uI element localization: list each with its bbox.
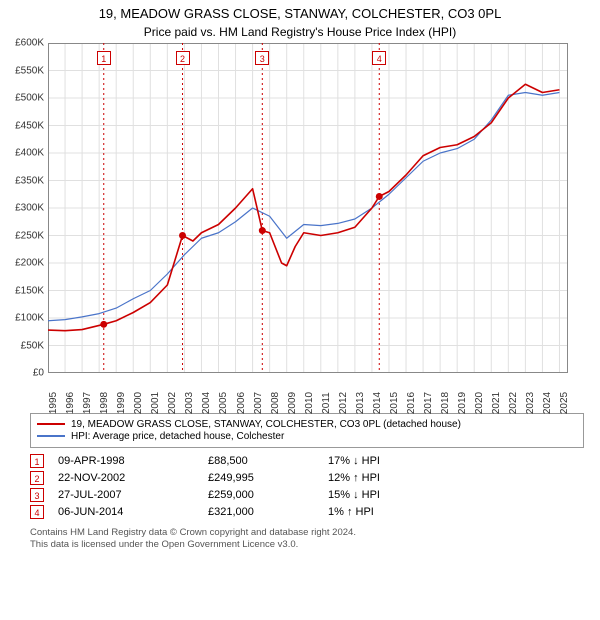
x-tick-label: 2017: [423, 392, 434, 414]
footer-line-2: This data is licensed under the Open Gov…: [30, 539, 584, 551]
chart-title-line1: 19, MEADOW GRASS CLOSE, STANWAY, COLCHES…: [0, 6, 600, 23]
y-tick-label: £250K: [15, 230, 44, 241]
x-tick-label: 2020: [474, 392, 485, 414]
x-tick-label: 2023: [525, 392, 536, 414]
x-tick-label: 2018: [440, 392, 451, 414]
sale-marker-box: 4: [372, 51, 386, 65]
y-tick-label: £350K: [15, 175, 44, 186]
legend-item: 19, MEADOW GRASS CLOSE, STANWAY, COLCHES…: [37, 419, 577, 430]
transaction-row: 2 22-NOV-2002£249,99512% ↑ HPI: [30, 471, 584, 485]
chart-svg: [48, 43, 568, 373]
transaction-price: £249,995: [208, 472, 328, 484]
x-tick-label: 2015: [389, 392, 400, 414]
transactions-table: 1 09-APR-1998£88,50017% ↓ HPI 2 22-NOV-2002…: [30, 454, 584, 519]
transaction-price: £321,000: [208, 506, 328, 518]
transaction-price: £259,000: [208, 489, 328, 501]
legend-label: 19, MEADOW GRASS CLOSE, STANWAY, COLCHES…: [71, 419, 461, 430]
y-tick-label: £300K: [15, 203, 44, 214]
x-tick-label: 1999: [116, 392, 127, 414]
x-tick-label: 2000: [133, 392, 144, 414]
y-tick-label: £450K: [15, 120, 44, 131]
transaction-marker: 1: [30, 454, 44, 468]
y-tick-label: £500K: [15, 93, 44, 104]
x-tick-label: 2005: [218, 392, 229, 414]
x-tick-label: 2003: [184, 392, 195, 414]
transaction-date: 27-JUL-2007: [58, 489, 208, 501]
x-tick-label: 2022: [508, 392, 519, 414]
legend: 19, MEADOW GRASS CLOSE, STANWAY, COLCHES…: [30, 413, 584, 448]
transaction-delta: 12% ↑ HPI: [328, 472, 448, 484]
x-tick-label: 2019: [457, 392, 468, 414]
x-tick-label: 2001: [150, 392, 161, 414]
transaction-delta: 15% ↓ HPI: [328, 489, 448, 501]
x-tick-label: 2016: [406, 392, 417, 414]
transaction-marker: 2: [30, 471, 44, 485]
legend-swatch: [37, 435, 65, 437]
y-tick-label: £150K: [15, 285, 44, 296]
x-axis-labels: 1995199619971998199920002001200220032004…: [48, 373, 600, 407]
chart-title-line2: Price paid vs. HM Land Registry's House …: [0, 25, 600, 39]
y-tick-label: £200K: [15, 258, 44, 269]
transaction-marker: 3: [30, 488, 44, 502]
y-tick-label: £400K: [15, 148, 44, 159]
y-tick-label: £100K: [15, 313, 44, 324]
x-tick-label: 1995: [48, 392, 59, 414]
footer-attribution: Contains HM Land Registry data © Crown c…: [30, 527, 584, 552]
x-tick-label: 2013: [355, 392, 366, 414]
transaction-marker: 4: [30, 505, 44, 519]
transaction-row: 4 06-JUN-2014£321,0001% ↑ HPI: [30, 505, 584, 519]
x-tick-label: 2008: [270, 392, 281, 414]
transaction-delta: 1% ↑ HPI: [328, 506, 448, 518]
y-tick-label: £0: [33, 368, 44, 379]
x-tick-label: 2010: [304, 392, 315, 414]
x-tick-label: 2024: [542, 392, 553, 414]
x-tick-label: 2009: [287, 392, 298, 414]
sale-marker-box: 1: [97, 51, 111, 65]
plot-area: 1 2 3 4: [48, 43, 600, 373]
x-tick-label: 2006: [236, 392, 247, 414]
transaction-price: £88,500: [208, 455, 328, 467]
sale-marker-box: 3: [255, 51, 269, 65]
x-tick-label: 2012: [338, 392, 349, 414]
y-tick-label: £50K: [21, 340, 44, 351]
y-tick-label: £600K: [15, 38, 44, 49]
x-tick-label: 2011: [321, 392, 332, 414]
x-tick-label: 1998: [99, 392, 110, 414]
legend-swatch: [37, 423, 65, 425]
transaction-date: 06-JUN-2014: [58, 506, 208, 518]
x-tick-label: 2002: [167, 392, 178, 414]
transaction-row: 1 09-APR-1998£88,50017% ↓ HPI: [30, 454, 584, 468]
x-tick-label: 2007: [253, 392, 264, 414]
transaction-row: 3 27-JUL-2007£259,00015% ↓ HPI: [30, 488, 584, 502]
y-tick-label: £550K: [15, 65, 44, 76]
transaction-date: 22-NOV-2002: [58, 472, 208, 484]
transaction-date: 09-APR-1998: [58, 455, 208, 467]
legend-item: HPI: Average price, detached house, Colc…: [37, 431, 577, 442]
x-tick-label: 2014: [372, 392, 383, 414]
x-tick-label: 2004: [201, 392, 212, 414]
x-tick-label: 1996: [65, 392, 76, 414]
transaction-delta: 17% ↓ HPI: [328, 455, 448, 467]
x-tick-label: 1997: [82, 392, 93, 414]
sale-marker-box: 2: [176, 51, 190, 65]
x-tick-label: 2021: [491, 392, 502, 414]
footer-line-1: Contains HM Land Registry data © Crown c…: [30, 527, 584, 539]
legend-label: HPI: Average price, detached house, Colc…: [71, 431, 284, 442]
x-tick-label: 2025: [559, 392, 570, 414]
